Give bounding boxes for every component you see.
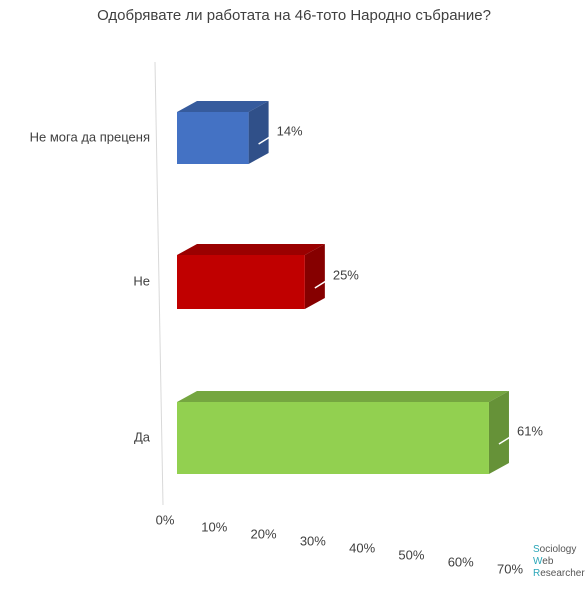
value-label: 61%: [517, 423, 543, 438]
y-tick-label: Не мога да преценя: [30, 129, 150, 144]
x-tick-label: 30%: [300, 533, 326, 548]
x-tick-label: 50%: [398, 547, 424, 562]
x-tick-label: 20%: [251, 526, 277, 541]
watermark: Researcher: [533, 568, 585, 579]
bar-top: [177, 101, 269, 112]
leader-line: [258, 133, 275, 145]
bar: [177, 402, 489, 474]
x-tick-label: 10%: [201, 519, 227, 534]
axis-line: [154, 61, 164, 506]
leader-line: [498, 433, 516, 445]
y-tick-label: Да: [134, 429, 151, 444]
x-tick-label: 70%: [497, 561, 523, 576]
bar-side: [488, 391, 509, 474]
x-tick-label: 0%: [156, 512, 175, 527]
watermark: Sociology: [533, 544, 577, 555]
value-label: 14%: [277, 123, 303, 138]
watermark: Web: [533, 556, 554, 567]
bar-top: [177, 391, 509, 402]
x-tick-label: 60%: [448, 554, 474, 569]
y-tick-label: Не: [133, 273, 150, 288]
bar-side: [304, 244, 325, 309]
x-tick-label: 40%: [349, 540, 375, 555]
bar: [177, 112, 249, 164]
chart-title: Одобрявате ли работата на 46-тото Народн…: [97, 7, 491, 24]
bar-top: [177, 244, 325, 255]
bar-side: [248, 101, 269, 164]
bar: [177, 255, 305, 309]
leader-line: [314, 277, 332, 289]
value-label: 25%: [333, 267, 359, 282]
